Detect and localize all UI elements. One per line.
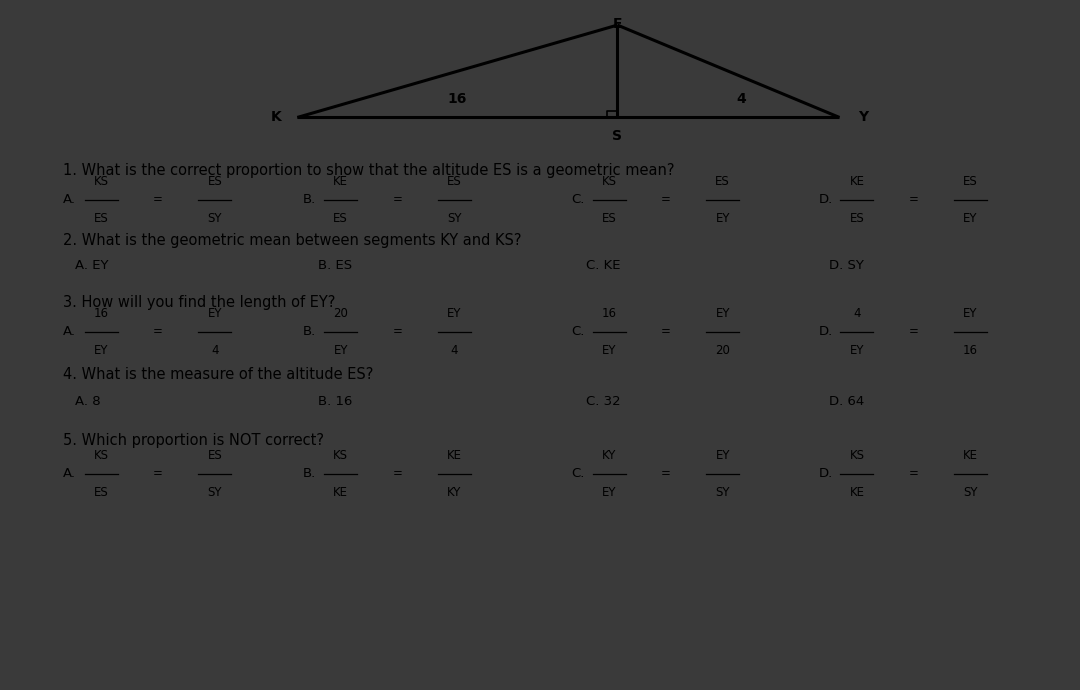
Text: EY: EY: [602, 486, 617, 498]
Text: D. 64: D. 64: [829, 395, 864, 408]
Text: KS: KS: [334, 448, 348, 462]
Text: A. 8: A. 8: [76, 395, 102, 408]
Text: KE: KE: [850, 486, 864, 498]
Text: KS: KS: [94, 448, 109, 462]
Text: D.: D.: [819, 325, 833, 338]
Text: ES: ES: [447, 175, 461, 188]
Text: C. 32: C. 32: [586, 395, 621, 408]
Text: S: S: [612, 128, 622, 143]
Text: EY: EY: [207, 307, 222, 320]
Text: ES: ES: [334, 212, 348, 225]
Text: ES: ES: [715, 175, 730, 188]
Text: 16: 16: [448, 92, 467, 106]
Text: KE: KE: [850, 175, 864, 188]
Text: EY: EY: [963, 212, 977, 225]
Text: ES: ES: [602, 212, 617, 225]
Text: =: =: [909, 325, 919, 338]
Text: =: =: [909, 193, 919, 206]
Text: C.: C.: [571, 193, 584, 206]
Text: D.: D.: [819, 467, 833, 480]
Text: B. ES: B. ES: [318, 259, 352, 273]
Text: KY: KY: [602, 448, 617, 462]
Text: 4: 4: [211, 344, 218, 357]
Text: 16: 16: [963, 344, 978, 357]
Text: 1. What is the correct proportion to show that the altitude ES is a geometric me: 1. What is the correct proportion to sho…: [63, 163, 675, 178]
Text: E: E: [612, 17, 622, 31]
Text: B.: B.: [302, 193, 315, 206]
Text: EY: EY: [715, 448, 730, 462]
Text: ES: ES: [207, 448, 222, 462]
Text: KY: KY: [447, 486, 461, 498]
Text: 20: 20: [334, 307, 348, 320]
Text: EY: EY: [715, 212, 730, 225]
Text: C.: C.: [571, 325, 584, 338]
Text: A. EY: A. EY: [76, 259, 109, 273]
Text: =: =: [393, 467, 403, 480]
Text: 3. How will you find the length of EY?: 3. How will you find the length of EY?: [63, 295, 336, 310]
Text: Y: Y: [858, 110, 868, 124]
Text: SY: SY: [207, 212, 222, 225]
Text: A.: A.: [63, 193, 76, 206]
Text: EY: EY: [715, 307, 730, 320]
Text: KE: KE: [334, 486, 348, 498]
Text: EY: EY: [850, 344, 864, 357]
Text: 4: 4: [853, 307, 861, 320]
Text: KS: KS: [602, 175, 617, 188]
Text: KE: KE: [963, 448, 978, 462]
Text: 5. Which proportion is NOT correct?: 5. Which proportion is NOT correct?: [63, 433, 324, 448]
Text: B. 16: B. 16: [318, 395, 352, 408]
Text: B.: B.: [302, 467, 315, 480]
Text: SY: SY: [207, 486, 222, 498]
Text: ES: ES: [94, 212, 109, 225]
Text: A.: A.: [63, 325, 76, 338]
Text: =: =: [909, 467, 919, 480]
Text: C. KE: C. KE: [586, 259, 621, 273]
Text: =: =: [153, 467, 163, 480]
Text: EY: EY: [334, 344, 348, 357]
Text: SY: SY: [963, 486, 977, 498]
Text: EY: EY: [602, 344, 617, 357]
Text: SY: SY: [715, 486, 730, 498]
Text: =: =: [153, 325, 163, 338]
Text: =: =: [661, 193, 671, 206]
Text: B.: B.: [302, 325, 315, 338]
Text: 2. What is the geometric mean between segments KY and KS?: 2. What is the geometric mean between se…: [63, 233, 522, 248]
Text: SY: SY: [447, 212, 461, 225]
Text: KS: KS: [850, 448, 864, 462]
Text: ES: ES: [850, 212, 864, 225]
Text: =: =: [153, 193, 163, 206]
Text: EY: EY: [94, 344, 108, 357]
Text: 20: 20: [715, 344, 730, 357]
Text: A.: A.: [63, 467, 76, 480]
Text: ES: ES: [207, 175, 222, 188]
Text: KE: KE: [447, 448, 462, 462]
Text: ES: ES: [94, 486, 109, 498]
Text: EY: EY: [447, 307, 461, 320]
Text: =: =: [393, 325, 403, 338]
Text: =: =: [661, 467, 671, 480]
Text: D.: D.: [819, 193, 833, 206]
Text: =: =: [661, 325, 671, 338]
Text: D. SY: D. SY: [829, 259, 864, 273]
Text: 4: 4: [450, 344, 458, 357]
Text: KE: KE: [334, 175, 348, 188]
Text: 4: 4: [737, 92, 746, 106]
Text: EY: EY: [963, 307, 977, 320]
Text: 16: 16: [602, 307, 617, 320]
Text: 4. What is the measure of the altitude ES?: 4. What is the measure of the altitude E…: [63, 367, 374, 382]
Text: K: K: [271, 110, 282, 124]
Text: KS: KS: [94, 175, 109, 188]
Text: ES: ES: [963, 175, 977, 188]
Text: C.: C.: [571, 467, 584, 480]
Text: =: =: [393, 193, 403, 206]
Text: 16: 16: [94, 307, 109, 320]
